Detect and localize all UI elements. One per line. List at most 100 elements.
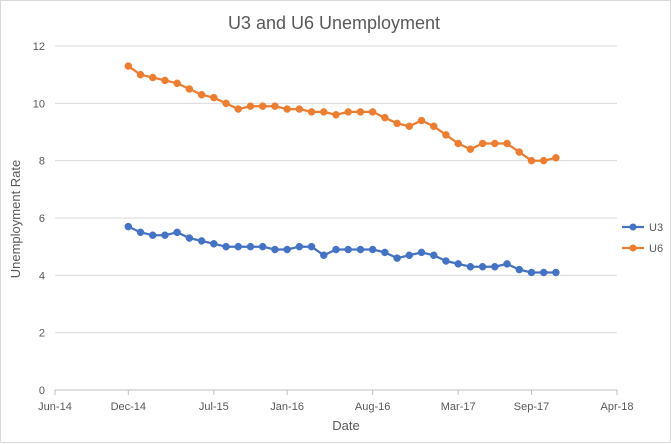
data-point-u3 bbox=[222, 242, 230, 251]
data-point-u6 bbox=[320, 108, 328, 116]
x-tick-label: Mar-17 bbox=[441, 401, 476, 413]
data-point-u3 bbox=[307, 242, 316, 251]
data-point-u6 bbox=[491, 139, 499, 148]
data-point-u6 bbox=[234, 105, 243, 113]
data-point-u6 bbox=[148, 73, 157, 82]
legend: U3 U6 bbox=[622, 222, 663, 255]
data-point-u6 bbox=[197, 90, 206, 99]
data-point-u6 bbox=[454, 139, 462, 148]
y-tick-label: 12 bbox=[33, 41, 45, 53]
data-point-u6 bbox=[258, 102, 267, 110]
series bbox=[124, 62, 560, 277]
data-point-u3 bbox=[466, 262, 475, 271]
data-point-u3 bbox=[478, 262, 487, 271]
data-point-u6 bbox=[222, 99, 230, 108]
data-point-u6 bbox=[344, 108, 352, 116]
data-point-u3 bbox=[258, 242, 267, 251]
legend-swatch-marker bbox=[629, 223, 637, 231]
series-line-u6 bbox=[127, 65, 557, 162]
y-tick-label: 2 bbox=[39, 328, 45, 340]
series-u3 bbox=[124, 222, 560, 277]
legend-label: U6 bbox=[649, 243, 663, 255]
data-point-u3 bbox=[552, 268, 560, 277]
data-point-u3 bbox=[185, 234, 194, 242]
data-point-u6 bbox=[271, 102, 279, 110]
data-point-u6 bbox=[442, 131, 450, 139]
data-point-u3 bbox=[527, 268, 536, 277]
data-point-u3 bbox=[368, 245, 377, 254]
data-point-u6 bbox=[295, 105, 304, 113]
data-point-u3 bbox=[417, 248, 426, 257]
data-point-u3 bbox=[283, 245, 291, 254]
data-point-u3 bbox=[454, 260, 462, 268]
data-point-u3 bbox=[393, 254, 401, 262]
data-point-u3 bbox=[429, 251, 438, 260]
data-point-u3 bbox=[381, 248, 389, 257]
data-point-u6 bbox=[515, 148, 524, 156]
data-point-u3 bbox=[173, 228, 181, 237]
data-point-u3 bbox=[491, 262, 499, 271]
data-point-u6 bbox=[356, 108, 365, 116]
data-point-u3 bbox=[442, 257, 450, 265]
data-point-u6 bbox=[332, 111, 340, 119]
data-point-u3 bbox=[405, 251, 414, 260]
data-point-u3 bbox=[295, 242, 304, 251]
data-point-u3 bbox=[539, 268, 548, 277]
data-point-u6 bbox=[210, 93, 218, 102]
data-point-u6 bbox=[283, 105, 291, 113]
data-point-u6 bbox=[417, 116, 426, 125]
data-point-u6 bbox=[478, 139, 487, 148]
y-tick-label: 6 bbox=[39, 213, 45, 225]
data-point-u6 bbox=[466, 145, 475, 153]
data-point-u3 bbox=[148, 231, 157, 239]
data-point-u3 bbox=[234, 242, 243, 251]
data-point-u3 bbox=[356, 245, 365, 254]
x-axis-title: Date bbox=[332, 418, 359, 433]
data-point-u6 bbox=[503, 139, 511, 148]
data-point-u3 bbox=[320, 251, 328, 260]
data-point-u3 bbox=[332, 245, 340, 254]
data-point-u6 bbox=[405, 122, 414, 131]
data-point-u6 bbox=[246, 102, 255, 110]
data-point-u3 bbox=[124, 222, 133, 231]
data-point-u6 bbox=[368, 108, 377, 116]
legend-item-u3: U3 bbox=[622, 222, 663, 234]
legend-label: U3 bbox=[649, 222, 663, 234]
y-axis-title: Unemployment Rate bbox=[8, 160, 23, 279]
y-tick-label: 0 bbox=[39, 385, 45, 397]
x-tick-label: Jun-14 bbox=[38, 401, 72, 413]
data-point-u6 bbox=[185, 85, 194, 93]
data-point-u3 bbox=[136, 228, 145, 237]
data-point-u3 bbox=[344, 245, 352, 254]
data-point-u6 bbox=[381, 113, 389, 122]
data-point-u3 bbox=[197, 237, 206, 245]
data-point-u6 bbox=[136, 70, 145, 79]
legend-item-u6: U6 bbox=[622, 243, 663, 255]
data-point-u6 bbox=[429, 122, 438, 131]
data-point-u3 bbox=[246, 242, 255, 251]
x-tick-label: Sep-17 bbox=[514, 401, 549, 413]
y-tick-label: 10 bbox=[33, 98, 45, 110]
axes: 0 2 4 6 8 10 12 Jun-14 Dec-14 Jul-15 Jan-16 Aug-16 M… bbox=[33, 41, 634, 413]
legend-swatch-marker bbox=[629, 244, 637, 252]
data-point-u6 bbox=[173, 79, 181, 88]
x-tick-label: Jan-16 bbox=[270, 401, 304, 413]
chart-title: U3 and U6 Unemployment bbox=[228, 13, 440, 33]
data-point-u3 bbox=[210, 240, 218, 248]
x-tick-label: Aug-16 bbox=[355, 401, 390, 413]
data-point-u3 bbox=[503, 260, 511, 268]
data-point-u6 bbox=[307, 108, 316, 116]
x-tick-label: Dec-14 bbox=[111, 401, 146, 413]
x-tick-label: Jul-15 bbox=[199, 401, 229, 413]
data-point-u6 bbox=[539, 156, 548, 165]
y-tick-label: 4 bbox=[39, 270, 45, 282]
data-point-u6 bbox=[527, 156, 536, 165]
data-point-u3 bbox=[515, 265, 524, 274]
series-u6 bbox=[124, 62, 560, 165]
data-point-u3 bbox=[271, 245, 279, 254]
data-point-u3 bbox=[161, 231, 169, 239]
y-tick-label: 8 bbox=[39, 156, 45, 168]
data-point-u6 bbox=[393, 119, 401, 128]
